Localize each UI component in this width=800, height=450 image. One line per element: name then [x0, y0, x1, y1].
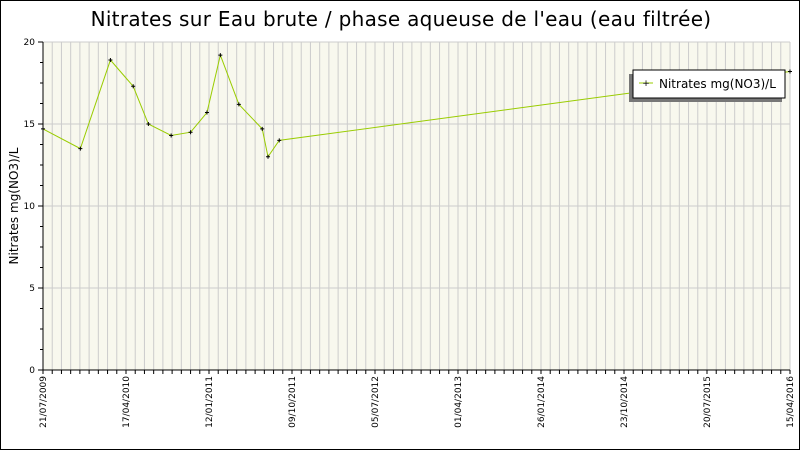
x-tick-label: 17/04/2010 — [122, 376, 132, 428]
y-axis-label: Nitrates mg(NO3)/L — [7, 147, 21, 264]
data-point-marker — [277, 138, 282, 143]
legend-box — [632, 69, 786, 99]
x-tick-label: 20/07/2015 — [703, 376, 713, 428]
data-point-marker — [169, 133, 174, 138]
series-line — [42, 53, 791, 159]
data-point-marker — [188, 130, 193, 135]
data-point-marker — [108, 58, 113, 63]
data-point-marker — [788, 69, 792, 74]
legend-marker: + — [642, 79, 650, 89]
legend-label: Nitrates mg(NO3)/L — [659, 77, 776, 91]
data-point-marker — [41, 126, 45, 131]
data-point-marker — [218, 53, 223, 58]
x-tick-label: 01/04/2013 — [454, 376, 464, 428]
y-tick-label: 10 — [24, 202, 36, 212]
data-point-marker — [204, 110, 209, 115]
legend: + Nitrates mg(NO3)/L — [629, 69, 786, 102]
x-tick-label: 15/04/2016 — [786, 376, 796, 428]
x-tick-label: 12/01/2011 — [205, 376, 215, 428]
data-point-marker — [260, 126, 265, 131]
x-tick-label: 09/10/2011 — [288, 376, 298, 428]
x-tick-label: 05/07/2012 — [371, 376, 381, 428]
data-point-marker — [236, 102, 241, 107]
data-point-marker — [146, 122, 151, 126]
chart-title: Nitrates sur Eau brute / phase aqueuse d… — [90, 7, 712, 31]
y-tick-label: 0 — [29, 366, 35, 376]
x-tick-label: 21/07/2009 — [39, 376, 49, 428]
x-tick-label: 23/10/2014 — [620, 376, 630, 428]
data-point-marker — [266, 154, 271, 159]
data-point-marker — [78, 146, 83, 151]
x-tick-label: 26/01/2014 — [537, 376, 547, 428]
y-tick-label: 5 — [29, 284, 35, 294]
data-point-marker — [131, 84, 136, 89]
y-tick-label: 20 — [24, 38, 36, 48]
y-tick-label: 15 — [24, 120, 35, 130]
